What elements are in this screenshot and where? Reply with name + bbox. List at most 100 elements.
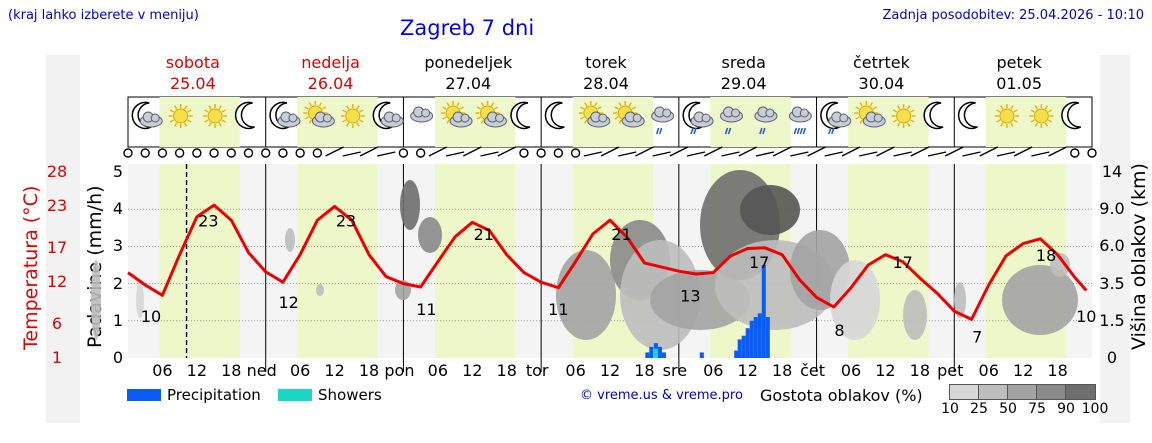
sun-cloud-icon xyxy=(475,101,507,128)
x-hour-label: 06 xyxy=(979,361,999,380)
sun-cloud-icon xyxy=(578,101,611,128)
wind-barb-icon xyxy=(893,151,912,157)
cloud-height-tick: 14 xyxy=(1101,162,1123,181)
copyright-link[interactable]: © vreme.us & vreme.pro xyxy=(580,388,743,403)
wind-barb-icon xyxy=(876,146,895,157)
precip-bar xyxy=(741,335,746,358)
shower-bar xyxy=(653,348,658,358)
wind-barb-icon xyxy=(497,146,517,157)
region-hint: (kraj lahko izberete v meniju) xyxy=(8,8,199,23)
wind-calm-icon xyxy=(123,148,133,158)
wind-barb-icon xyxy=(703,146,723,157)
temperature-data-label: 23 xyxy=(198,211,218,230)
day-name: četrtek xyxy=(852,53,910,72)
x-hour-label: 06 xyxy=(703,361,723,380)
precip-bar xyxy=(737,339,742,358)
wind-barb-icon xyxy=(445,151,465,157)
cloud-heavy-rain-icon xyxy=(788,106,812,135)
wind-calm-icon xyxy=(1070,148,1080,158)
daylight-band xyxy=(710,97,791,147)
x-day-label: ned xyxy=(247,361,277,380)
wind-barb-icon xyxy=(824,151,843,157)
temperature-data-label: 10 xyxy=(1076,307,1096,326)
wind-calm-icon xyxy=(278,148,288,158)
temperature-data-label: 8 xyxy=(834,321,844,340)
moon-icon xyxy=(957,101,978,130)
wind-calm-icon xyxy=(553,148,564,158)
precip-tick: 4 xyxy=(112,199,124,219)
wind-barb-icon xyxy=(377,151,396,157)
moon-cloud-icon xyxy=(131,101,163,130)
x-hour-label: 06 xyxy=(152,361,172,380)
wind-barb-icon xyxy=(755,151,775,157)
temperature-data-label: 13 xyxy=(680,286,700,305)
moon-icon xyxy=(234,101,255,130)
cloud-density-level: 100 xyxy=(1081,401,1109,417)
cloud-density-blob xyxy=(954,282,966,318)
day-date: 27.04 xyxy=(445,74,492,93)
cloud-density-blob xyxy=(316,284,324,296)
wind-calm-icon xyxy=(174,148,185,158)
wind-barb-icon xyxy=(807,146,826,157)
x-hour-label: 12 xyxy=(875,361,895,380)
x-day-label: pon xyxy=(384,361,414,380)
wind-calm-icon xyxy=(415,148,426,158)
precip-bar xyxy=(734,350,739,358)
wind-calm-icon xyxy=(536,148,546,158)
precip-bar xyxy=(661,352,666,358)
precip-bar xyxy=(765,317,770,358)
day-date: 28.04 xyxy=(583,74,629,93)
x-day-label: pet xyxy=(937,361,963,380)
precip-bar xyxy=(757,313,762,358)
temperature-data-label: 21 xyxy=(474,225,494,244)
cloud-density-swatch xyxy=(1036,384,1067,400)
cloud-density-level: 50 xyxy=(999,401,1017,417)
moon-icon xyxy=(1061,101,1082,130)
temperature-tick: 28 xyxy=(46,162,68,181)
precipitation-swatch xyxy=(127,389,161,401)
wind-calm-icon xyxy=(519,148,529,158)
x-hour-label: 18 xyxy=(221,361,241,380)
wind-calm-icon xyxy=(398,148,409,158)
cloud-sun-icon xyxy=(613,101,645,128)
wind-barb-icon xyxy=(996,151,1016,157)
cloud-density-level: 25 xyxy=(970,401,988,417)
wind-calm-icon xyxy=(1087,148,1097,158)
moon-rain-icon xyxy=(820,101,852,135)
wind-barb-icon xyxy=(738,146,758,157)
cloud-height-tick: 3.5 xyxy=(1099,273,1125,293)
moon-icon xyxy=(923,101,944,130)
x-hour-label: 18 xyxy=(634,361,654,380)
cloud-density-blob xyxy=(1002,265,1078,335)
cloud-rain-icon xyxy=(754,106,778,135)
day-date: 25.04 xyxy=(169,74,216,93)
day-name: ponedeljek xyxy=(424,53,513,72)
cloud-density-blob xyxy=(285,228,295,252)
left-axis-panel xyxy=(46,55,80,423)
x-hour-label: 12 xyxy=(1013,361,1033,380)
wind-calm-icon xyxy=(312,148,323,158)
cloud-rain-icon xyxy=(720,106,743,135)
temperature-data-label: 11 xyxy=(548,300,568,319)
wind-calm-icon xyxy=(226,148,236,158)
moon-icon xyxy=(510,101,531,130)
cloud-density-level: 75 xyxy=(1028,401,1046,417)
wind-barb-icon xyxy=(1013,146,1033,157)
cloud-density-blob xyxy=(418,217,442,253)
cloud-density-blob xyxy=(400,180,420,230)
day-name: nedelja xyxy=(301,53,360,72)
x-hour-label: 06 xyxy=(428,361,448,380)
wind-barb-icon xyxy=(721,151,740,157)
moon-cloud-icon xyxy=(372,101,404,130)
precip-bar xyxy=(649,346,654,358)
x-hour-label: 06 xyxy=(290,361,310,380)
temperature-data-label: 7 xyxy=(972,328,982,347)
x-day-label: čet xyxy=(800,361,825,380)
day-name: petek xyxy=(996,53,1042,72)
wind-calm-icon xyxy=(157,148,168,158)
temperature-tick: 12 xyxy=(46,272,68,292)
day-name: sreda xyxy=(721,53,766,72)
cloud-density-blob xyxy=(136,282,144,318)
cloud-density-swatch xyxy=(1007,384,1038,400)
wind-calm-icon xyxy=(209,148,219,158)
